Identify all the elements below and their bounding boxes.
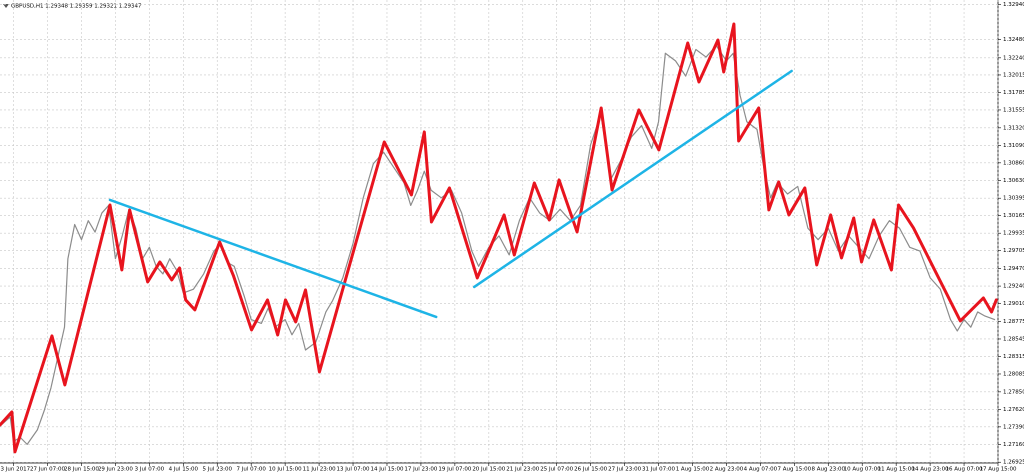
x-tick-label: 25 Jul 07:00 [540,467,573,473]
x-tick-label: 21 Jul 23:00 [506,467,539,473]
x-tick-label: 4 Jul 15:00 [169,467,199,473]
x-tick-label: 28 Jun 15:00 [64,467,99,473]
y-tick-label: 1.29470 [1003,266,1024,272]
y-tick-label: 1.30630 [1003,178,1024,184]
y-tick-label: 1.29240 [1003,284,1024,290]
y-tick-label: 1.27620 [1003,407,1024,413]
y-tick-label: 1.26925 [1003,460,1024,466]
x-tick-label: 20 Jul 15:00 [472,467,505,473]
x-tick-label: 19 Jul 07:00 [438,467,471,473]
y-tick-label: 1.27850 [1003,389,1024,395]
y-tick-label: 1.29705 [1003,248,1024,254]
y-tick-label: 1.31785 [1003,90,1024,96]
y-tick-label: 1.29010 [1003,301,1024,307]
y-tick-label: 1.32480 [1003,37,1024,43]
x-tick-label: 5 Jul 23:00 [203,467,233,473]
x-tick-label: 16 Aug 07:00 [946,467,984,473]
y-tick-label: 1.28315 [1003,354,1024,360]
y-tick-label: 1.29935 [1003,231,1024,237]
y-tick-label: 1.32940 [1003,2,1024,8]
x-tick-label: 14 Aug 23:00 [912,467,950,473]
x-tick-label: 4 Aug 07:00 [744,467,778,473]
x-tick-label: 8 Aug 23:00 [811,467,845,473]
x-tick-label: 17 Jul 23:00 [404,467,437,473]
x-tick-label: 13 Jul 07:00 [337,467,370,473]
symbol-icon [3,4,9,8]
x-tick-label: 23 Jun 2017 [0,467,31,473]
y-tick-label: 1.31090 [1003,143,1024,149]
y-tick-label: 1.28085 [1003,371,1024,377]
chart-title: GBPUSD,H1 1.29348 1.29359 1.29321 1.2934… [11,4,142,10]
y-tick-label: 1.28775 [1003,319,1024,325]
x-tick-label: 27 Jun 07:00 [30,467,65,473]
x-tick-label: 10 Jul 15:00 [269,467,302,473]
grid [0,0,999,463]
y-tick-label: 1.32015 [1003,72,1024,78]
x-tick-label: 26 Jul 15:00 [574,467,607,473]
x-tick-label: 3 Jul 07:00 [135,467,165,473]
x-tick-label: 10 Aug 07:00 [844,467,882,473]
y-tick-label: 1.28545 [1003,336,1024,342]
x-tick-label: 11 Aug 15:00 [878,467,916,473]
x-tick-label: 2 Aug 23:00 [710,467,744,473]
y-tick-label: 1.32240 [1003,55,1024,61]
y-tick-label: 1.30860 [1003,160,1024,166]
y-tick-label: 1.27160 [1003,442,1024,448]
x-tick-label: 7 Aug 15:00 [778,467,812,473]
series-line [108,198,438,319]
y-tick-label: 1.30165 [1003,213,1024,219]
series-line [472,69,793,289]
x-tick-label: 31 Jul 07:00 [642,467,675,473]
x-tick-label: 27 Jul 23:00 [608,467,641,473]
x-tick-label: 17 Aug 15:00 [979,467,1017,473]
y-tick-label: 1.31320 [1003,125,1024,131]
x-tick-label: 1 Aug 15:00 [676,467,710,473]
y-tick-label: 1.31555 [1003,107,1024,113]
y-tick-label: 1.27390 [1003,424,1024,430]
series-line [0,22,998,454]
x-tick-label: 7 Jul 07:00 [236,467,266,473]
x-tick-label: 14 Jul 15:00 [370,467,403,473]
x-tick-label: 29 Jun 23:00 [98,467,133,473]
x-tick-label: 11 Jul 23:00 [303,467,336,473]
y-tick-label: 1.30395 [1003,196,1024,202]
